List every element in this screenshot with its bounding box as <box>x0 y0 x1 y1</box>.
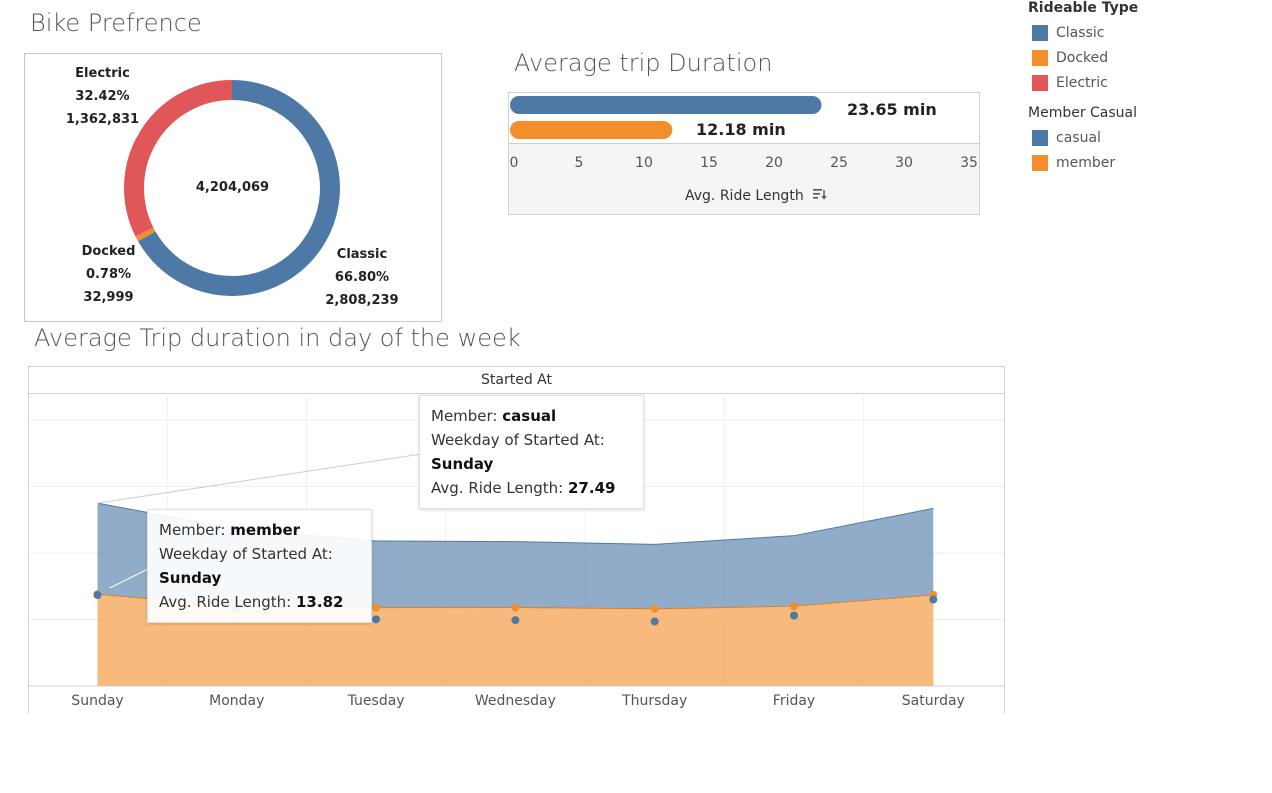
legend-swatch <box>1032 154 1048 171</box>
point-casual <box>929 595 938 604</box>
weekday-label: Friday <box>772 693 816 709</box>
legend-swatch <box>1032 129 1048 146</box>
bike-preference-panel: Electric 32.42% 1,362,831 4,204,069 Dock… <box>24 53 442 322</box>
weekday-label: Wednesday <box>474 693 556 709</box>
area-header: Started At <box>29 367 1004 394</box>
tooltip-member-key: Member: <box>431 407 498 425</box>
point-member <box>511 603 520 612</box>
classic-name: Classic <box>336 247 388 262</box>
docked-count: 32,999 <box>83 290 134 305</box>
weekday-label: Monday <box>209 693 265 709</box>
donut-total: 4,204,069 <box>195 180 270 195</box>
point-casual <box>650 617 659 626</box>
legend-label: Electric <box>1056 74 1108 91</box>
point-member <box>650 604 659 613</box>
tooltip-member-val: member <box>230 521 301 539</box>
legend-item-docked[interactable]: Docked <box>1028 45 1258 70</box>
bar-axis-tick: 20 <box>765 155 783 171</box>
point-member <box>790 602 798 611</box>
tooltip-weekday-key: Weekday of Started At: <box>159 545 333 563</box>
bar-casual <box>510 96 822 114</box>
avg-trip-duration-title: Average trip Duration <box>514 49 773 77</box>
tooltip-member-val: casual <box>502 407 557 425</box>
tooltip-member-key: Member: <box>159 521 226 539</box>
electric-count: 1,362,831 <box>65 112 140 127</box>
legend-title-rideable: Rideable Type <box>1028 0 1139 16</box>
weekday-label: Saturday <box>901 693 965 709</box>
point-casual <box>93 591 102 600</box>
bike-preference-title: Bike Prefrence <box>30 9 202 37</box>
bar-axis-tick: 5 <box>574 155 584 171</box>
tooltip-member: Member: member Weekday of Started At: Su… <box>147 509 372 623</box>
legend-swatch <box>1032 74 1048 91</box>
tooltip-avg-key: Avg. Ride Length: <box>159 593 292 611</box>
donut-slice-electric <box>124 80 233 237</box>
legend-item-electric[interactable]: Electric <box>1028 70 1258 95</box>
sort-descending-icon[interactable] <box>813 188 827 204</box>
legend-title-member: Member Casual <box>1028 105 1138 121</box>
legend-label: casual <box>1056 129 1101 146</box>
avg-trip-weekday-title: Average Trip duration in day of the week <box>34 324 521 352</box>
weekday-label: Tuesday <box>347 693 405 709</box>
classic-count: 2,808,239 <box>325 293 399 308</box>
bar-axis-tick: 15 <box>700 155 718 171</box>
bar-axis-tick: 35 <box>960 155 978 171</box>
legend-label: Docked <box>1056 49 1109 66</box>
legend-swatch <box>1032 24 1048 41</box>
donut-chart <box>124 80 340 296</box>
legend-item-classic[interactable]: Classic <box>1028 20 1258 45</box>
bar-chart <box>510 96 822 139</box>
bar-value-member: 12.18 min <box>696 120 786 139</box>
bar-axis-title: Avg. Ride Length <box>685 188 827 204</box>
tooltip-casual: Member: casual Weekday of Started At: Su… <box>419 395 644 509</box>
avg-trip-duration-panel: 23.65 min 12.18 min 0 5 10 15 20 25 30 35 Avg. … <box>508 92 980 215</box>
donut-slice-classic <box>138 80 340 296</box>
legend-item-casual[interactable]: casual <box>1028 125 1258 150</box>
bar-member <box>510 121 673 139</box>
tooltip-avg-val: 13.82 <box>296 593 344 611</box>
tooltip-connector-member <box>109 568 149 589</box>
donut-label-docked: Docked 0.78% 32,999 <box>71 240 146 309</box>
docked-name: Docked <box>81 244 136 259</box>
classic-pct: 66.80% <box>334 270 390 285</box>
tooltip-avg-key: Avg. Ride Length: <box>431 479 564 497</box>
point-casual <box>511 616 520 625</box>
electric-pct: 32.42% <box>75 89 130 104</box>
docked-pct: 0.78% <box>85 267 132 282</box>
electric-name: Electric <box>75 66 130 81</box>
weekday-label: Thursday <box>622 693 688 709</box>
legend-swatch <box>1032 49 1048 66</box>
donut-label-classic: Classic 66.80% 2,808,239 <box>319 243 405 312</box>
weekday-area-panel: Started At <box>28 366 1005 713</box>
point-member <box>372 603 381 612</box>
bar-axis-tick: 25 <box>830 155 848 171</box>
bar-axis-tick: 0 <box>509 155 519 171</box>
tooltip-weekday-val: Sunday <box>159 569 222 587</box>
tooltip-weekday-val: Sunday <box>431 455 494 473</box>
tooltip-weekday-key: Weekday of Started At: <box>431 431 605 449</box>
bar-axis-tick: 30 <box>895 155 913 171</box>
legend-label: Classic <box>1056 24 1105 41</box>
legend: Rideable Type Classic Docked Electric Me… <box>1028 0 1258 175</box>
donut-slice-docked <box>135 227 156 242</box>
tooltip-avg-val: 27.49 <box>568 479 616 497</box>
bar-axis-title-text: Avg. Ride Length <box>685 188 804 204</box>
bar-value-casual: 23.65 min <box>847 100 937 119</box>
weekday-label: Sunday <box>71 693 124 709</box>
point-casual <box>790 611 798 620</box>
point-casual <box>372 615 381 624</box>
legend-item-member[interactable]: member <box>1028 150 1258 175</box>
legend-label: member <box>1056 154 1116 171</box>
bar-axis-tick: 10 <box>635 155 653 171</box>
bar-plot-area: 23.65 min 12.18 min <box>509 93 979 144</box>
tooltip-connector-casual <box>97 452 429 504</box>
donut-label-electric: Electric 32.42% 1,362,831 <box>65 62 140 131</box>
